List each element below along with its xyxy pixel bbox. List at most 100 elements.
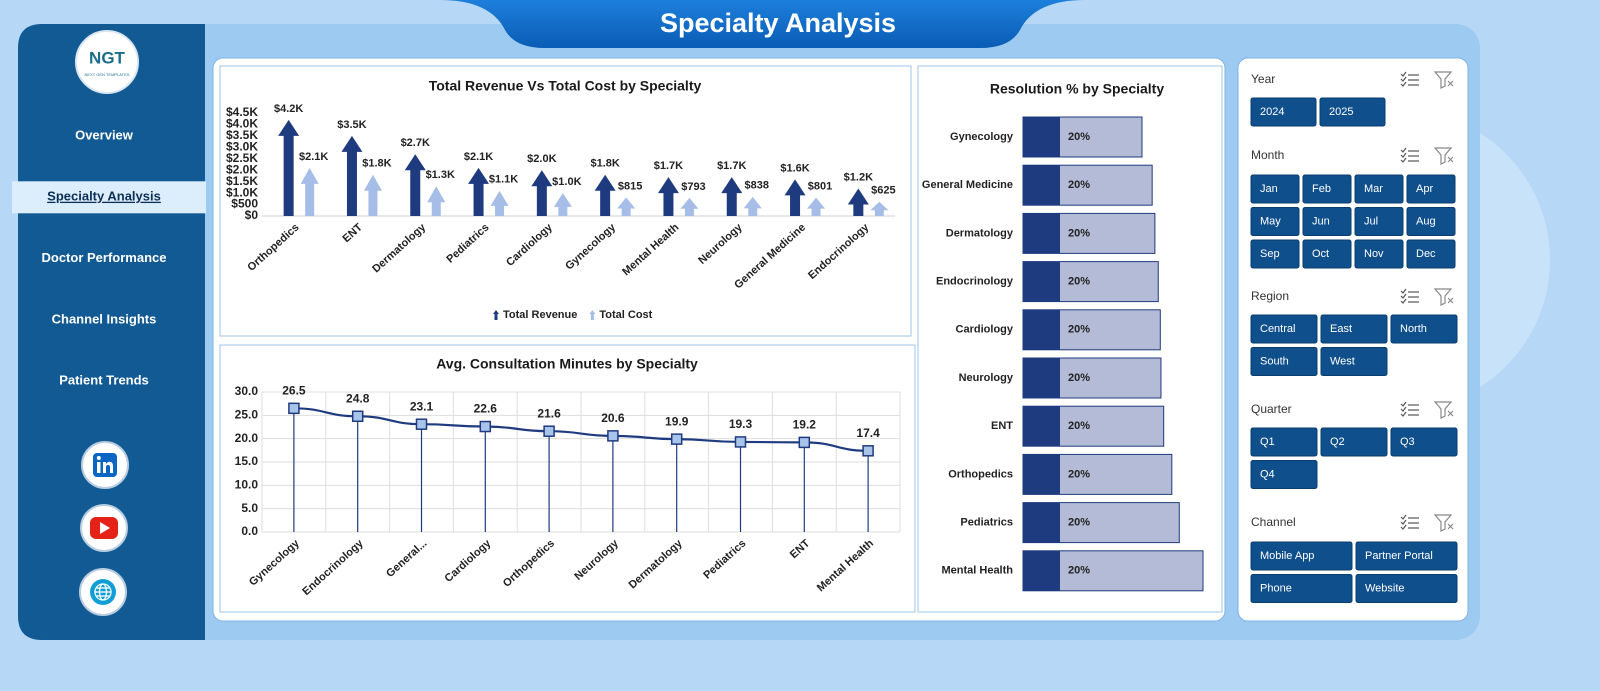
slicer-button[interactable] <box>1354 207 1404 236</box>
bar <box>427 186 446 216</box>
y-tick-label: 30.0 <box>235 384 259 398</box>
data-label: $801 <box>808 181 832 193</box>
data-label: 23.1 <box>410 399 434 413</box>
slicer-button[interactable] <box>1354 239 1404 269</box>
data-label: $2.7K <box>401 137 430 149</box>
multi-select-button[interactable] <box>1400 514 1419 530</box>
multi-select-button[interactable] <box>1400 71 1419 87</box>
slicer-button-label[interactable]: Apr <box>1416 183 1433 195</box>
slicer-button[interactable] <box>1250 207 1300 236</box>
slicer-button-label[interactable]: Nov <box>1364 248 1384 260</box>
slicer-button[interactable] <box>1250 174 1300 204</box>
slicer-button[interactable] <box>1302 207 1352 236</box>
multi-select-button[interactable] <box>1400 147 1419 163</box>
clear-filter-button[interactable] <box>1433 147 1454 165</box>
chart-title: Resolution % by Specialty <box>990 81 1164 97</box>
nav-item[interactable]: Doctor Performance <box>42 250 167 265</box>
data-label: 21.6 <box>537 406 561 420</box>
slicer-button-label[interactable]: Jun <box>1312 215 1330 227</box>
icon <box>1400 524 1407 530</box>
slicer-button-label[interactable]: 2025 <box>1329 106 1353 118</box>
slicer-button-label[interactable]: West <box>1330 355 1355 367</box>
slicer-button-label[interactable]: Phone <box>1260 582 1292 594</box>
slicer-button-label[interactable]: Website <box>1365 582 1405 594</box>
slicer-button[interactable] <box>1406 239 1456 269</box>
slicer-button-label[interactable]: 2024 <box>1260 106 1284 118</box>
legend-label: Total Revenue <box>503 309 577 321</box>
slicer-button-label[interactable]: Jul <box>1364 215 1378 227</box>
y-category-label: Cardiology <box>956 324 1014 336</box>
slicer-button[interactable] <box>1390 314 1458 344</box>
slicer-button[interactable] <box>1250 541 1353 571</box>
slicer-button[interactable] <box>1406 207 1456 236</box>
point <box>479 420 492 433</box>
slicer-button[interactable] <box>1319 97 1386 127</box>
slicer-button[interactable] <box>1302 174 1352 204</box>
slicer-button[interactable] <box>1250 314 1318 344</box>
slicer-button-label[interactable]: Feb <box>1312 183 1331 195</box>
data-label: $2.1K <box>464 151 493 163</box>
slicers: Year 2024 2025 Month Jan Feb Mar Apr May Jun Jul Au… <box>1250 71 1458 603</box>
y-tick-label: $3.5K <box>226 128 258 142</box>
slicer-button[interactable] <box>1354 174 1404 204</box>
slicer-button-label[interactable]: Sep <box>1260 248 1280 260</box>
y-tick-label: 25.0 <box>235 408 259 422</box>
slicer-button-label[interactable]: Dec <box>1416 248 1436 260</box>
slicer-button-label[interactable]: Central <box>1260 323 1295 335</box>
slicer-button[interactable] <box>1390 427 1458 457</box>
slicer-button[interactable] <box>1302 239 1352 269</box>
data-label: 22.6 <box>474 402 498 416</box>
slicer-button[interactable] <box>1406 174 1456 204</box>
slicer-button-label[interactable]: East <box>1330 323 1352 335</box>
icon <box>1400 406 1407 412</box>
nav-item[interactable]: Specialty Analysis <box>47 189 161 204</box>
slicer-button-label[interactable]: Q2 <box>1330 436 1345 448</box>
data-label: $2.0K <box>527 153 556 165</box>
slicer-button-label[interactable]: Mar <box>1364 183 1383 195</box>
slicer-button-label[interactable]: North <box>1400 323 1427 335</box>
slicer-button[interactable] <box>1320 314 1388 344</box>
slicer-button[interactable] <box>1250 427 1318 457</box>
y-tick-label: $1.0K <box>226 185 258 199</box>
bar <box>870 201 889 216</box>
point <box>862 445 874 457</box>
slicer-button-label[interactable]: Jan <box>1260 183 1278 195</box>
slicer-title: Year <box>1251 72 1275 86</box>
nav-item[interactable]: Channel Insights <box>52 311 157 326</box>
slicer-button-label[interactable]: South <box>1260 355 1289 367</box>
linkedin-glyph <box>103 461 113 473</box>
clear-filter-button[interactable] <box>1433 514 1454 532</box>
nav-item[interactable]: Patient Trends <box>59 373 149 388</box>
clear-filter-button[interactable] <box>1433 401 1454 419</box>
slicer-button[interactable] <box>1250 347 1318 376</box>
multi-select-button[interactable] <box>1400 288 1419 304</box>
bar-cap <box>1023 165 1060 206</box>
slicer-button-label[interactable]: Oct <box>1312 248 1329 260</box>
slicer-button[interactable] <box>1355 574 1458 603</box>
clear-filter-button[interactable] <box>1433 288 1454 306</box>
slicer-button[interactable] <box>1250 239 1300 269</box>
slicer-button-label[interactable]: Aug <box>1416 215 1436 227</box>
slicer-button[interactable] <box>1250 574 1353 603</box>
chart-title: Avg. Consultation Minutes by Specialty <box>436 356 698 372</box>
slicer-button[interactable] <box>1320 347 1388 376</box>
slicer-button-label[interactable]: Q4 <box>1260 468 1275 480</box>
slicer-button-label[interactable]: Partner Portal <box>1365 550 1433 562</box>
slicer-button[interactable] <box>1250 97 1317 127</box>
nav-item[interactable]: Overview <box>75 127 134 142</box>
clear-filter-button[interactable] <box>1433 71 1454 89</box>
globe-glyph <box>94 583 112 601</box>
slicer-button-label[interactable]: Q3 <box>1400 436 1415 448</box>
slicer-button[interactable] <box>1355 541 1458 571</box>
y-tick-label: $3.0K <box>226 140 258 154</box>
data-label: 20% <box>1068 420 1090 432</box>
slicer-button[interactable] <box>1250 460 1318 489</box>
y-tick-label: $500 <box>231 197 258 211</box>
slicer-button-label[interactable]: Mobile App <box>1260 550 1314 562</box>
slicer-button-label[interactable]: May <box>1260 215 1281 227</box>
slicer-button-label[interactable]: Q1 <box>1260 436 1275 448</box>
data-label: 26.5 <box>282 384 306 398</box>
slicer-button[interactable] <box>1320 427 1388 457</box>
multi-select-button[interactable] <box>1400 401 1419 417</box>
point <box>351 410 364 423</box>
